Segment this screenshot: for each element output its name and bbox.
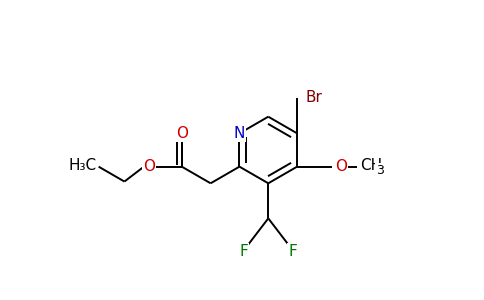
Text: Br: Br (306, 90, 323, 105)
Text: O: O (143, 159, 155, 174)
Text: 3: 3 (376, 164, 384, 177)
Text: O: O (176, 126, 188, 141)
Text: H₃C: H₃C (69, 158, 97, 173)
Text: F: F (288, 244, 297, 259)
Text: O: O (335, 159, 347, 174)
Text: N: N (234, 126, 245, 141)
Text: CH: CH (360, 158, 382, 173)
Text: F: F (240, 244, 248, 259)
